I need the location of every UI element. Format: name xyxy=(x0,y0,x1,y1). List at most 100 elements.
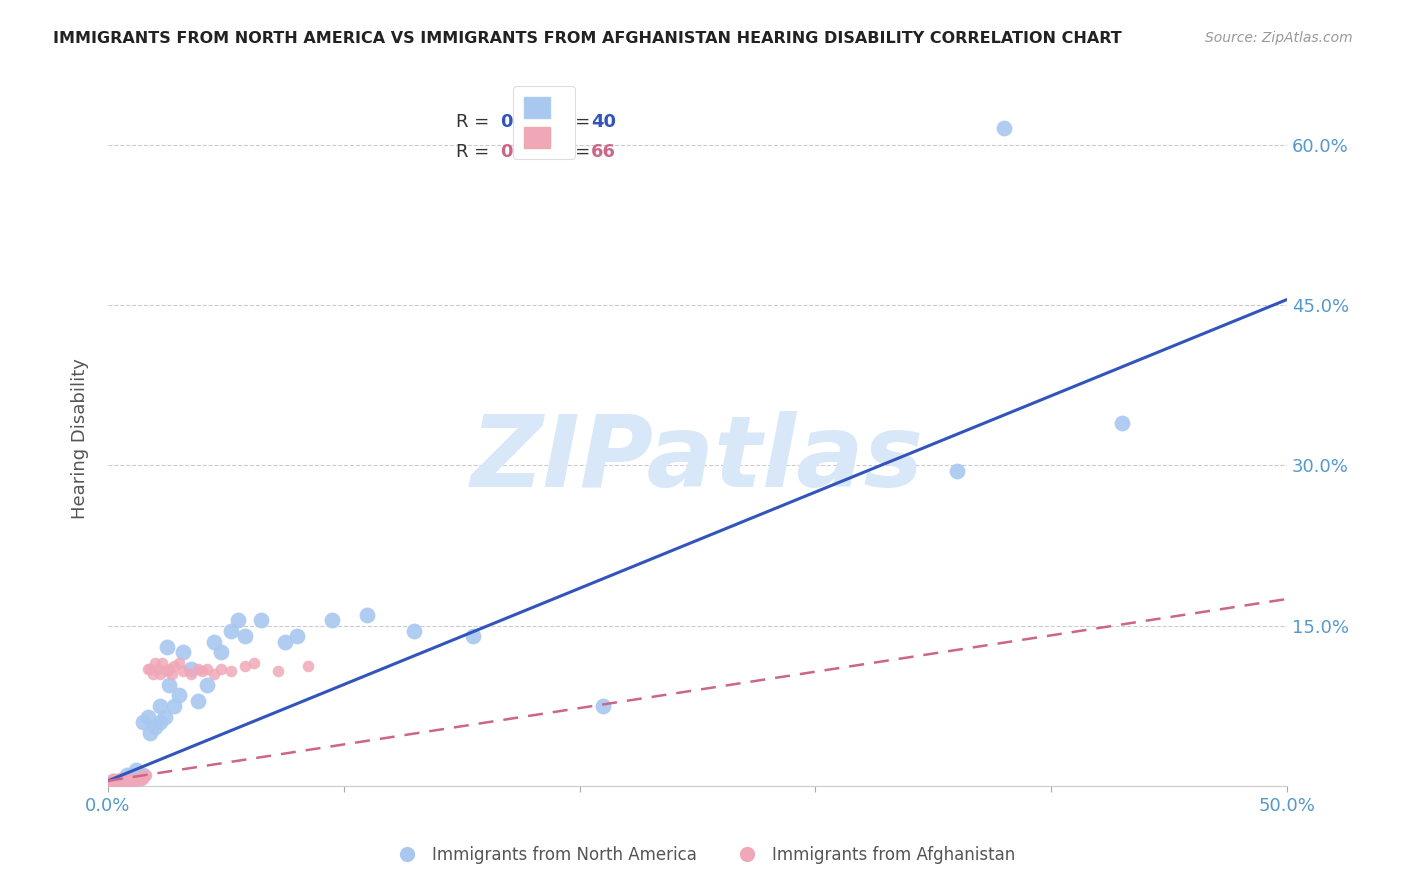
Point xyxy=(172,664,194,678)
Point xyxy=(111,773,134,788)
Point xyxy=(118,772,141,787)
Point xyxy=(233,629,256,643)
Point xyxy=(101,773,124,788)
Point xyxy=(111,772,134,786)
Point xyxy=(122,773,145,788)
Point xyxy=(404,624,426,638)
Point xyxy=(592,698,614,713)
Point xyxy=(118,773,141,788)
Point xyxy=(104,772,127,786)
Point xyxy=(139,661,162,675)
Legend: Immigrants from North America, Immigrants from Afghanistan: Immigrants from North America, Immigrant… xyxy=(384,839,1022,871)
Point xyxy=(160,666,183,681)
Point xyxy=(115,775,138,789)
Point xyxy=(143,656,166,670)
Legend: , : , xyxy=(513,87,575,159)
Point xyxy=(226,614,249,628)
Point xyxy=(107,777,129,791)
Point xyxy=(107,772,129,787)
Point xyxy=(157,677,180,691)
Point xyxy=(101,772,124,787)
Point xyxy=(156,664,179,678)
Point xyxy=(285,629,308,643)
Point xyxy=(107,773,129,788)
Point xyxy=(149,666,172,681)
Point xyxy=(153,709,176,723)
Text: N =: N = xyxy=(555,113,596,131)
Point xyxy=(195,661,218,675)
Point xyxy=(179,666,201,681)
Point xyxy=(219,664,242,678)
Point xyxy=(143,720,166,734)
Point xyxy=(122,772,145,786)
Point xyxy=(104,773,127,788)
Point xyxy=(157,661,180,675)
Point xyxy=(149,714,172,729)
Point xyxy=(115,772,138,786)
Point xyxy=(187,693,209,707)
Point xyxy=(150,656,173,670)
Point xyxy=(101,777,124,791)
Point xyxy=(125,763,148,777)
Point xyxy=(243,656,266,670)
Point xyxy=(356,608,378,623)
Text: ZIPatlas: ZIPatlas xyxy=(471,411,924,508)
Point xyxy=(233,659,256,673)
Text: 40: 40 xyxy=(592,113,616,131)
Point xyxy=(172,645,194,659)
Point xyxy=(108,771,131,785)
Point xyxy=(129,772,152,786)
Point xyxy=(139,725,162,739)
Point xyxy=(125,772,148,786)
Point xyxy=(146,661,169,675)
Point xyxy=(187,661,209,675)
Point xyxy=(132,714,155,729)
Point xyxy=(136,709,159,723)
Text: 0.792: 0.792 xyxy=(501,113,557,131)
Point xyxy=(121,772,143,786)
Point xyxy=(163,698,186,713)
Point xyxy=(125,771,148,785)
Point xyxy=(111,773,134,788)
Point xyxy=(125,772,148,787)
Y-axis label: Hearing Disability: Hearing Disability xyxy=(72,359,89,519)
Point xyxy=(1111,416,1133,430)
Point xyxy=(114,772,136,786)
Point xyxy=(142,666,165,681)
Text: Source: ZipAtlas.com: Source: ZipAtlas.com xyxy=(1205,31,1353,45)
Point xyxy=(149,698,172,713)
Point xyxy=(267,664,290,678)
Point xyxy=(463,629,485,643)
Point xyxy=(115,773,138,788)
Point xyxy=(101,772,124,786)
Point xyxy=(121,773,143,788)
Point xyxy=(135,768,157,782)
Point xyxy=(132,772,155,786)
Point xyxy=(108,775,131,789)
Point xyxy=(132,768,155,782)
Point xyxy=(202,666,225,681)
Point xyxy=(297,659,319,673)
Point xyxy=(128,772,150,787)
Point xyxy=(209,645,232,659)
Point xyxy=(114,773,136,788)
Point xyxy=(191,664,214,678)
Point xyxy=(121,768,143,782)
Point xyxy=(274,634,297,648)
Point xyxy=(98,775,121,789)
Point xyxy=(104,776,127,790)
Point xyxy=(167,656,190,670)
Point xyxy=(114,775,136,789)
Point xyxy=(129,772,152,787)
Text: 0.533: 0.533 xyxy=(501,144,557,161)
Text: R =: R = xyxy=(456,144,495,161)
Point xyxy=(219,624,242,638)
Point xyxy=(163,659,186,673)
Point xyxy=(132,768,155,782)
Point xyxy=(156,640,179,654)
Point xyxy=(167,688,190,702)
Point xyxy=(107,776,129,790)
Point xyxy=(98,777,121,791)
Text: N =: N = xyxy=(555,144,596,161)
Text: 66: 66 xyxy=(592,144,616,161)
